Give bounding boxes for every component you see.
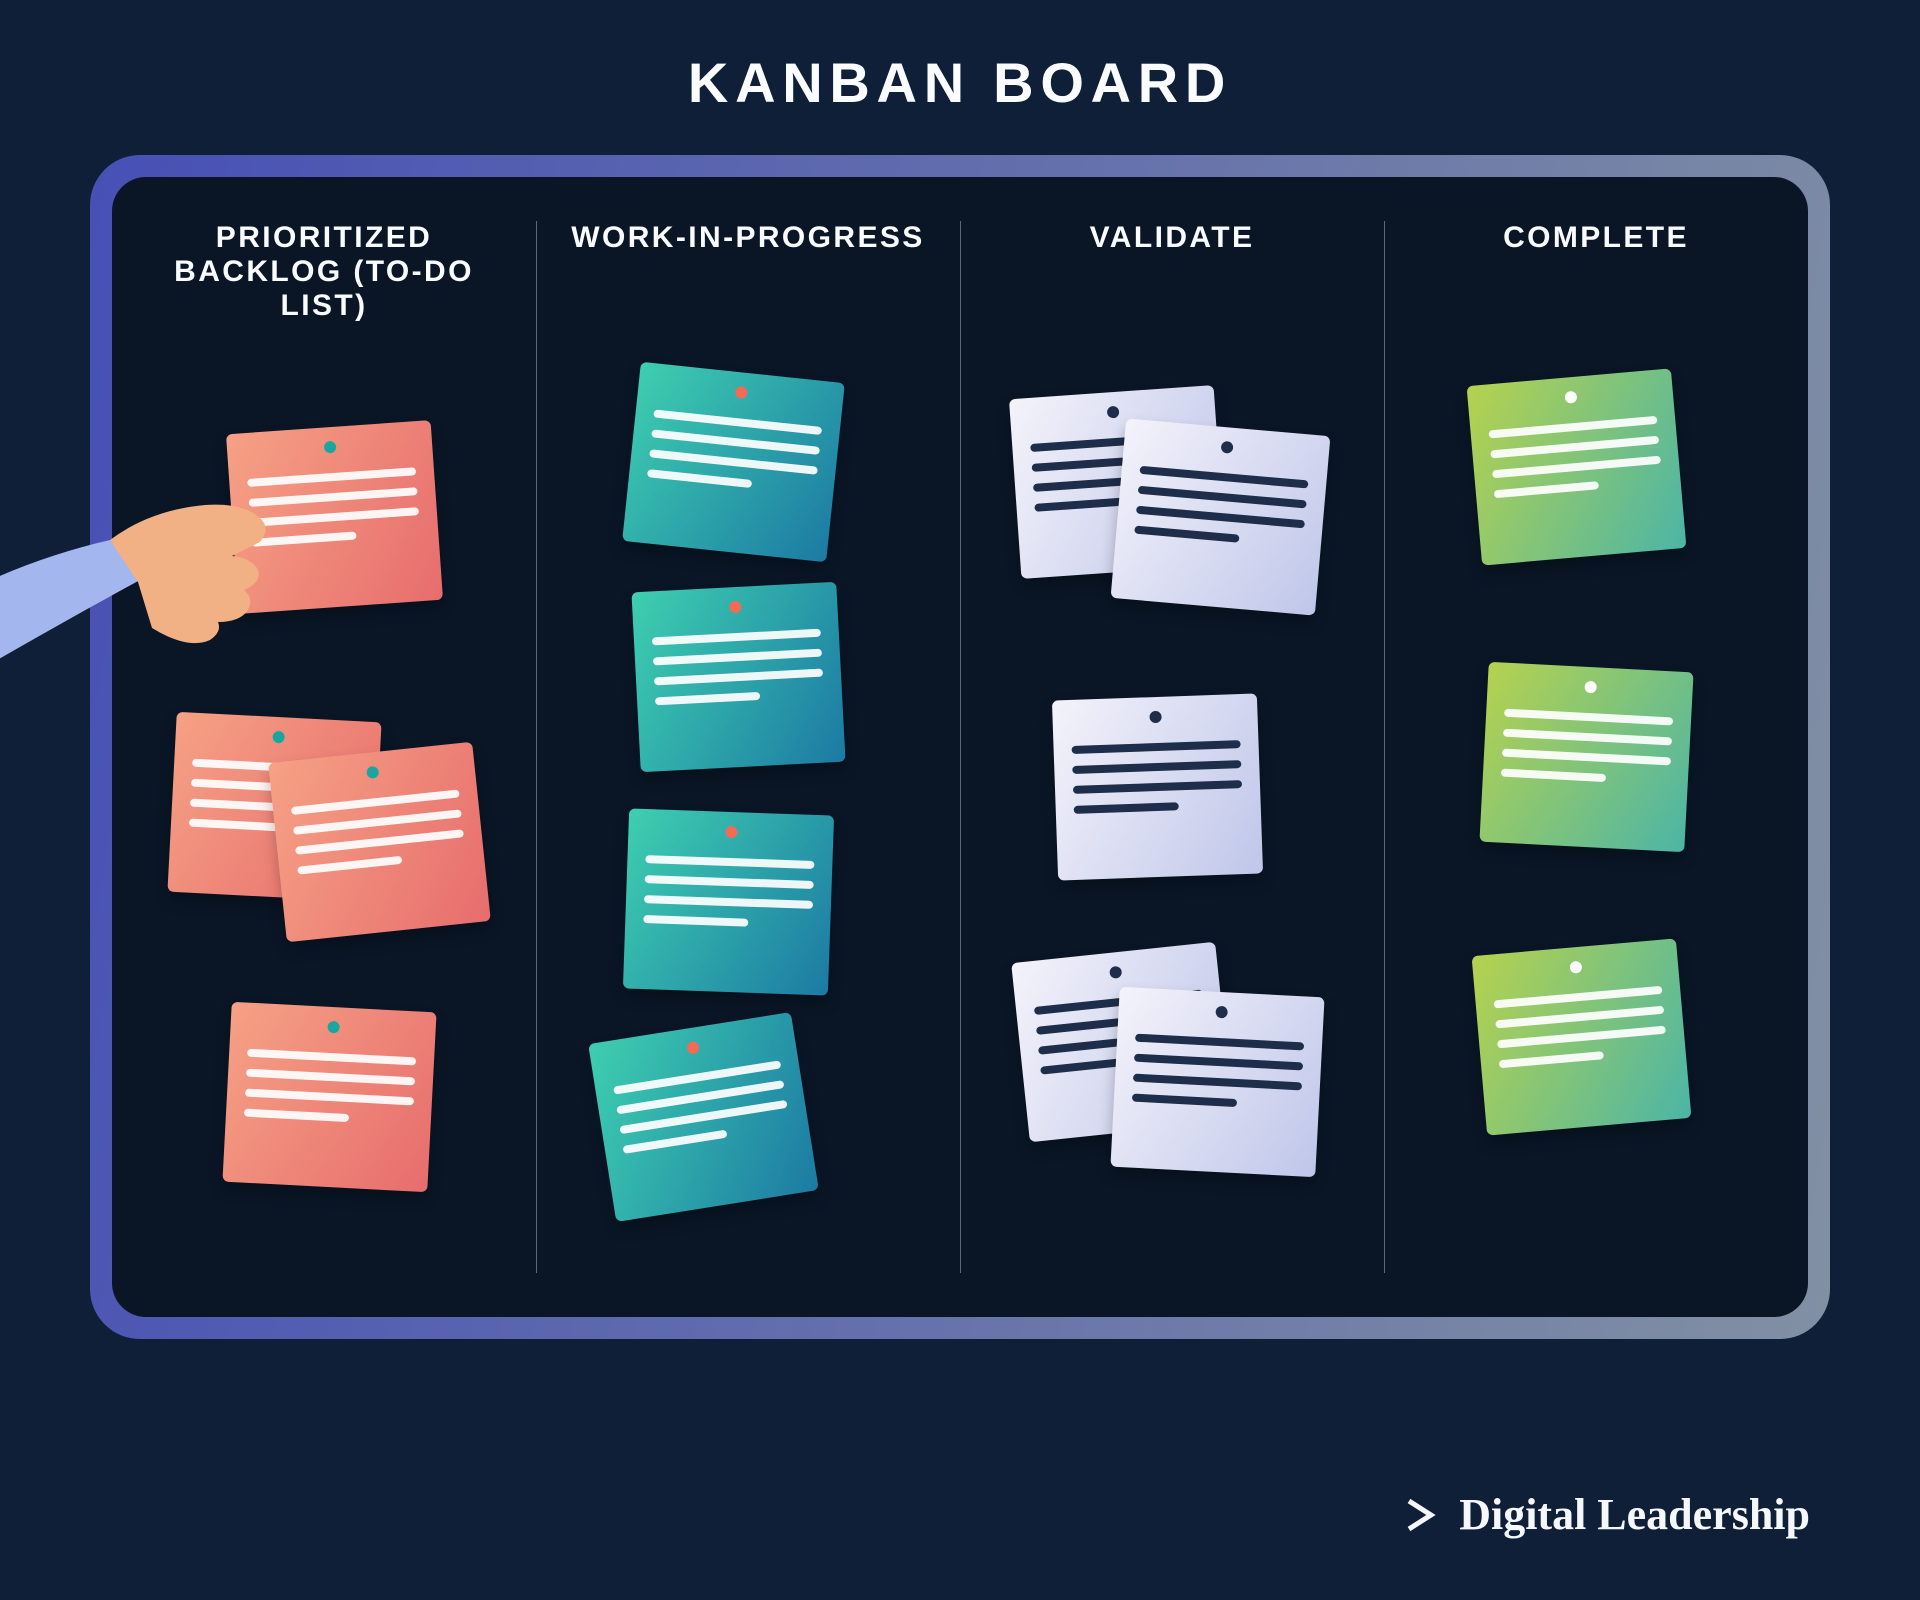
kanban-card <box>226 420 443 614</box>
logo: Digital Leadership <box>1401 1489 1810 1540</box>
board-frame: PRIORITIZED BACKLOG (TO-DO LIST)WORK-IN-… <box>90 155 1830 1339</box>
pin-icon <box>1109 966 1122 979</box>
pin-icon <box>725 826 737 838</box>
column-complete: COMPLETE <box>1384 177 1808 1317</box>
kanban-card <box>622 362 845 562</box>
column-header: COMPLETE <box>1394 217 1798 327</box>
pin-icon <box>686 1041 700 1055</box>
pin-icon <box>1149 711 1161 723</box>
kanban-card <box>588 1012 819 1222</box>
kanban-card <box>268 742 491 942</box>
pin-icon <box>1215 1006 1228 1019</box>
pin-icon <box>327 1021 340 1034</box>
kanban-card <box>1111 418 1331 615</box>
kanban-card <box>222 1002 436 1192</box>
kanban-card <box>1052 693 1263 880</box>
column-header: WORK-IN-PROGRESS <box>546 217 950 327</box>
kanban-card <box>631 582 845 772</box>
page-title: KANBAN BOARD <box>90 50 1830 115</box>
pin-icon <box>1220 441 1233 454</box>
pin-icon <box>1106 406 1119 419</box>
board-inner: PRIORITIZED BACKLOG (TO-DO LIST)WORK-IN-… <box>112 177 1808 1317</box>
column-backlog: PRIORITIZED BACKLOG (TO-DO LIST) <box>112 177 536 1317</box>
column-validate: VALIDATE <box>960 177 1384 1317</box>
kanban-card <box>1479 662 1693 852</box>
pin-icon <box>323 441 336 454</box>
kanban-card <box>1467 368 1687 565</box>
kanban-card <box>1472 938 1692 1135</box>
kanban-card <box>1110 987 1324 1177</box>
pin-icon <box>734 386 747 399</box>
pin-icon <box>272 731 285 744</box>
pin-icon <box>1584 681 1597 694</box>
logo-mark-icon <box>1401 1495 1441 1535</box>
kanban-infographic: KANBAN BOARD PRIORITIZED BACKLOG (TO-DO … <box>0 0 1920 1600</box>
column-wip: WORK-IN-PROGRESS <box>536 177 960 1317</box>
pin-icon <box>366 766 379 779</box>
pin-icon <box>1564 391 1577 404</box>
logo-text: Digital Leadership <box>1459 1489 1810 1540</box>
column-header: PRIORITIZED BACKLOG (TO-DO LIST) <box>122 217 526 327</box>
pin-icon <box>1569 961 1582 974</box>
pin-icon <box>729 601 742 614</box>
column-header: VALIDATE <box>970 217 1374 327</box>
kanban-card <box>623 808 834 995</box>
